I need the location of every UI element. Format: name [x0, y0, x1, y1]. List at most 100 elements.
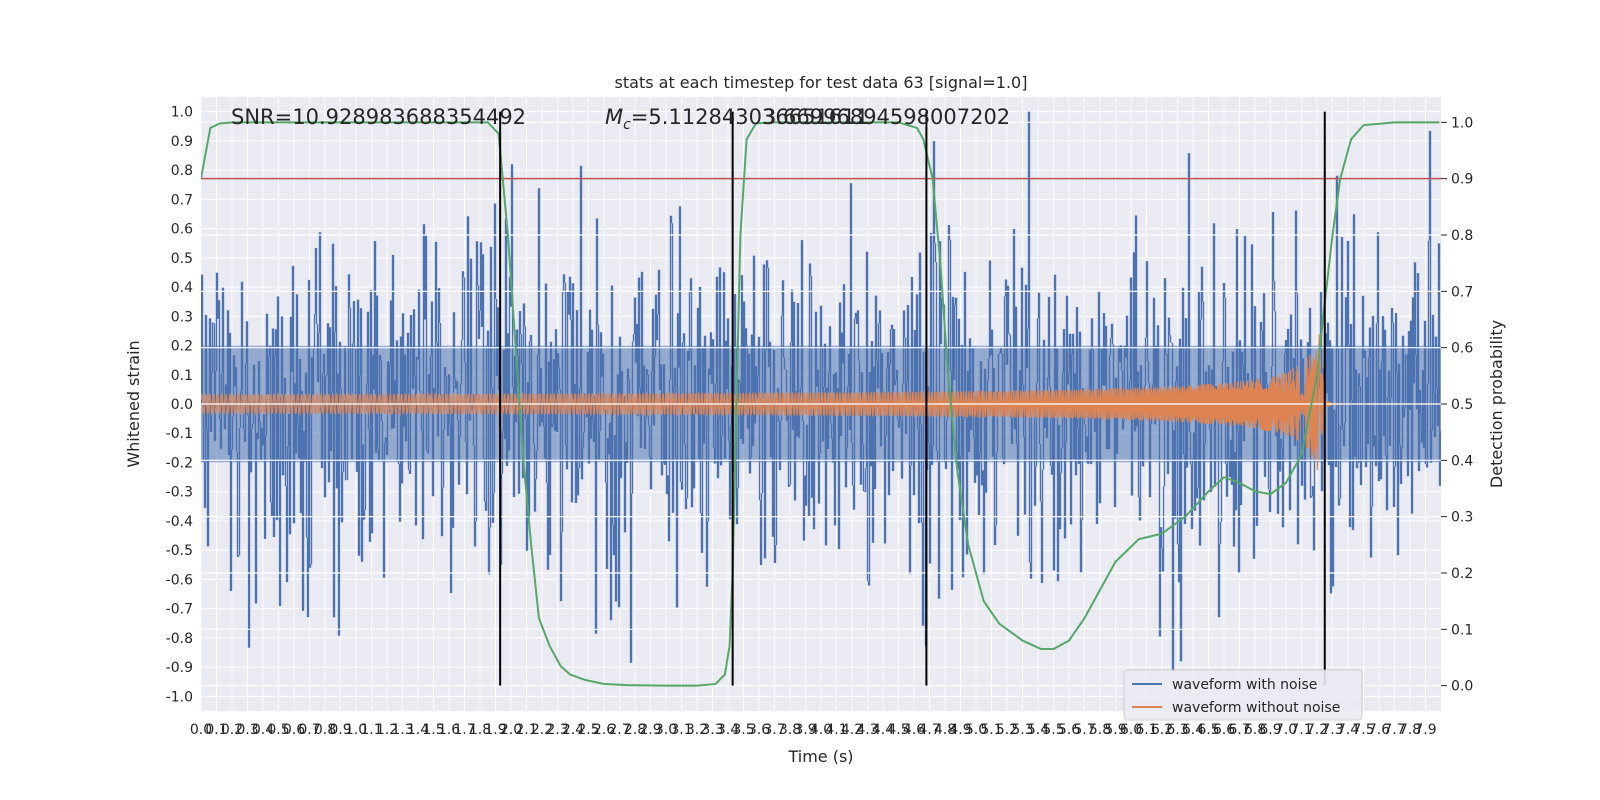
x-tick-label: 3.5: [732, 722, 754, 738]
y2-tick-label: 1.0: [1451, 115, 1473, 131]
series-waveform-without-noise: [201, 334, 1441, 470]
y-tick-label: -0.6: [166, 572, 193, 588]
y-tick-label: 0.2: [171, 339, 193, 355]
x-tick-label: 4.4: [872, 722, 894, 738]
mc-symbol: M: [605, 105, 623, 129]
x-tick-label: 0.2: [221, 722, 243, 738]
legend-label-noisy: waveform with noise: [1172, 677, 1317, 693]
x-tick-label: 2.0: [500, 722, 522, 738]
x-tick-label: 2.3: [546, 722, 568, 738]
y2-tick-label: 0.2: [1451, 566, 1473, 582]
x-tick-label: 5.8: [1089, 722, 1111, 738]
y-tick-label: 0.3: [171, 309, 193, 325]
x-tick-label: 6.5: [1197, 722, 1219, 738]
x-tick-label: 1.9: [484, 722, 506, 738]
x-tick-label: 0.7: [298, 722, 320, 738]
y-tick-label: -0.9: [166, 660, 193, 676]
clean-waveform-path: [201, 334, 1441, 470]
x-tick-label: 4.6: [903, 722, 925, 738]
x-tick-label: 1.3: [391, 722, 413, 738]
y-tick-label: 0.6: [171, 222, 193, 238]
x-tick-label: 5.5: [1042, 722, 1064, 738]
x-tick-label: 7.9: [1414, 722, 1436, 738]
y-tick-label: -0.1: [166, 426, 193, 442]
x-tick-label: 7.8: [1399, 722, 1421, 738]
x-tick-label: 2.6: [593, 722, 615, 738]
x-tick-label: 2.9: [639, 722, 661, 738]
x-tick-label: 2.5: [577, 722, 599, 738]
x-tick-label: 5.4: [1027, 722, 1049, 738]
mc-annotation: Mc=5.112843036651611: [605, 105, 869, 133]
x-tick-label: 3.4: [717, 722, 739, 738]
x-tick-label: 7.2: [1306, 722, 1328, 738]
x-tick-label: 0.6: [283, 722, 305, 738]
x-tick-label: 0.4: [252, 722, 274, 738]
detection-probability-path: [201, 121, 1440, 687]
x-tick-label: 3.6: [748, 722, 770, 738]
x-tick-label: 4.8: [934, 722, 956, 738]
y-tick-label: -0.7: [166, 602, 193, 618]
y2-tick-label: 0.3: [1451, 510, 1473, 526]
x-tick-label: 0.5: [267, 722, 289, 738]
y-tick-label: 0.7: [171, 192, 193, 208]
y2-tick-label: 0.6: [1451, 341, 1473, 357]
x-tick-label: 1.7: [453, 722, 475, 738]
x-tick-label: 3.1: [670, 722, 692, 738]
x-tick-label: 6.0: [1120, 722, 1142, 738]
y-tick-label: 1.0: [171, 105, 193, 121]
y2-tick-label: 0.8: [1451, 228, 1473, 244]
x-tick-label: 1.5: [422, 722, 444, 738]
x-axis-title: Time (s): [787, 747, 853, 766]
y-tick-label: 0.8: [171, 163, 193, 179]
plot-content: [201, 111, 1441, 687]
x-tick-label: 1.8: [469, 722, 491, 738]
event-lines: [499, 111, 1326, 686]
x-tick-label: 5.3: [1011, 722, 1033, 738]
x-tick-label: 4.2: [841, 722, 863, 738]
x-tick-label: 0.0: [190, 722, 212, 738]
x-tick-label: 6.1: [1135, 722, 1157, 738]
x-tick-label: 0.3: [236, 722, 258, 738]
mc-value: =5.112843036651611: [631, 105, 869, 129]
x-tick-label: 6.2: [1151, 722, 1173, 738]
x-tick-label: 6.4: [1182, 722, 1204, 738]
y2-tick-label: 0.7: [1451, 284, 1473, 300]
x-tick-label: 0.1: [205, 722, 227, 738]
y2-tick-label: 0.9: [1451, 172, 1473, 188]
y-tick-label: -0.8: [166, 631, 193, 647]
x-tick-label: 7.3: [1321, 722, 1343, 738]
x-tick-label: 4.1: [825, 722, 847, 738]
x-tick-label: 1.4: [407, 722, 429, 738]
x-tick-label: 0.8: [314, 722, 336, 738]
y-tick-label: 0.4: [171, 280, 193, 296]
x-tick-label: 0.9: [329, 722, 351, 738]
x-tick-label: 7.1: [1290, 722, 1312, 738]
x-tick-label: 3.2: [686, 722, 708, 738]
x-tick-label: 5.0: [965, 722, 987, 738]
legend: waveform with noise waveform without noi…: [1123, 669, 1363, 721]
x-tick-label: 5.2: [996, 722, 1018, 738]
x-tick-label: 6.6: [1213, 722, 1235, 738]
y-tick-label: -0.2: [166, 455, 193, 471]
legend-box: [1123, 669, 1363, 721]
y2-tick-label: 0.5: [1451, 397, 1473, 413]
x-tick-label: 1.6: [438, 722, 460, 738]
overlap-annotation: 3.66996894598007202: [763, 105, 1010, 129]
x-tick-label: 4.7: [918, 722, 940, 738]
y-axis-title: Whitened strain: [124, 340, 143, 467]
x-tick-label: 4.9: [949, 722, 971, 738]
x-tick-label: 4.5: [887, 722, 909, 738]
y-tick-label: -1.0: [166, 689, 193, 705]
chart-title: stats at each timestep for test data 63 …: [615, 73, 1028, 92]
y-tick-label: -0.3: [166, 485, 193, 501]
x-tick-label: 7.4: [1337, 722, 1359, 738]
y2-tick-label: 0.1: [1451, 622, 1473, 638]
x-tick-label: 7.7: [1383, 722, 1405, 738]
x-tick-label: 3.8: [779, 722, 801, 738]
x-tick-label: 3.9: [794, 722, 816, 738]
x-tick-label: 2.4: [562, 722, 584, 738]
left-y-axis: 1.0 0.9 0.8 0.7 0.6 0.5 0.4 0.3 0.2 0.1 0.0 -0.1 -0.…: [166, 105, 193, 706]
x-tick-label: 5.9: [1104, 722, 1126, 738]
x-tick-label: 2.1: [515, 722, 537, 738]
